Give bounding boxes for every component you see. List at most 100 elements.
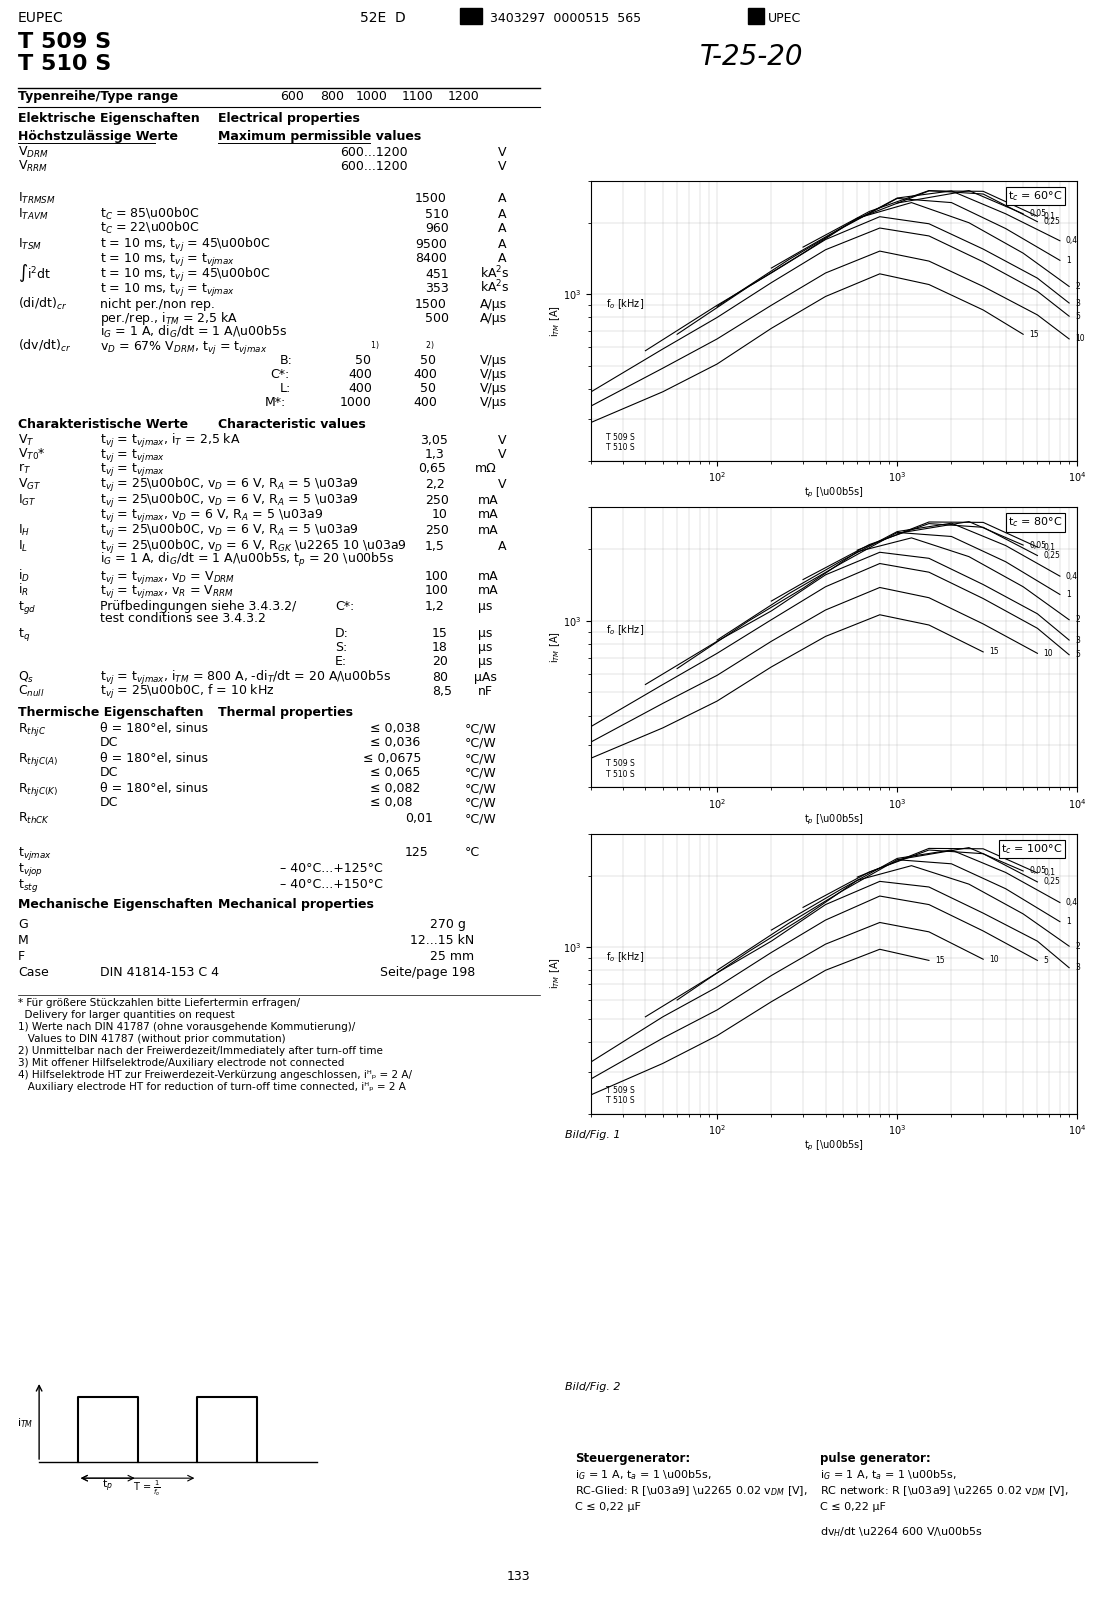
Text: mΩ: mΩ [475,462,497,475]
Text: (di/dt)$_{cr}$: (di/dt)$_{cr}$ [18,296,67,312]
Text: 1: 1 [1066,917,1071,926]
Text: 0,05: 0,05 [1029,210,1046,218]
Text: Seite/page 198: Seite/page 198 [380,966,475,979]
Text: 10: 10 [1075,334,1085,344]
Text: 250: 250 [425,525,449,538]
Text: mA: mA [478,509,498,522]
Text: i$_G$ = 1 A, t$_a$ = 1 \u00b5s,: i$_G$ = 1 A, t$_a$ = 1 \u00b5s, [820,1469,957,1482]
Text: T 510 S: T 510 S [18,54,112,74]
Text: θ = 180°el, sinus: θ = 180°el, sinus [99,722,208,734]
Text: Characteristic values: Characteristic values [218,418,366,430]
Text: 1,5: 1,5 [425,541,445,554]
Text: 50: 50 [420,382,436,395]
Text: 400: 400 [348,382,372,395]
Text: ≤ 0,08: ≤ 0,08 [370,795,412,810]
Text: V: V [498,478,506,491]
Text: C ≤ 0,22 µF: C ≤ 0,22 µF [575,1502,641,1512]
Text: t$_C$ = 85\u00b0C: t$_C$ = 85\u00b0C [99,206,199,222]
Text: Mechanical properties: Mechanical properties [218,898,373,910]
Text: M: M [18,934,29,947]
Text: * Für größere Stückzahlen bitte Liefertermin erfragen/: * Für größere Stückzahlen bitte Lieferte… [18,998,299,1008]
Text: t$_{vj op}$: t$_{vj op}$ [18,861,43,878]
Text: T 509 S: T 509 S [18,32,112,51]
Text: (dv/dt)$_{cr}$: (dv/dt)$_{cr}$ [18,338,71,354]
Text: i$_R$: i$_R$ [18,582,29,598]
Text: 15: 15 [989,648,999,656]
Text: $^{1)}$: $^{1)}$ [370,342,379,352]
Text: EUPEC: EUPEC [18,11,64,26]
Text: A: A [498,541,506,554]
Text: °C/W: °C/W [465,752,497,765]
Text: V$_{GT}$: V$_{GT}$ [18,477,41,493]
Text: t = 10 ms, t$_{vj}$ = 45\u00b0C: t = 10 ms, t$_{vj}$ = 45\u00b0C [99,237,271,254]
Text: µs: µs [478,654,493,669]
Text: 1000: 1000 [340,395,372,410]
Text: 500: 500 [425,312,449,325]
Text: Charakteristische Werte: Charakteristische Werte [18,418,188,430]
Text: t$_{vj max}$: t$_{vj max}$ [18,845,52,862]
Text: i$_G$ = 1 A, di$_G$/dt = 1 A/\u00b5s: i$_G$ = 1 A, di$_G$/dt = 1 A/\u00b5s [99,323,287,341]
Text: 1000: 1000 [356,90,388,102]
Text: t$_{vj}$ = t$_{vj max}$, i$_T$ = 2,5 kA: t$_{vj}$ = t$_{vj max}$, i$_T$ = 2,5 kA [99,432,241,450]
Text: t$_{vj}$ = t$_{vj max}$, v$_D$ = V$_{DRM}$: t$_{vj}$ = t$_{vj max}$, v$_D$ = V$_{DRM… [99,570,235,586]
Text: 15: 15 [432,627,448,640]
Text: ≤ 0,0675: ≤ 0,0675 [364,752,421,765]
Text: Steuergenerator:: Steuergenerator: [575,1453,691,1466]
Text: R$_{thjC(A)}$: R$_{thjC(A)}$ [18,750,59,768]
Text: Delivery for larger quantities on request: Delivery for larger quantities on reques… [18,1010,234,1021]
Text: V: V [498,448,506,461]
Text: 0,65: 0,65 [418,462,446,475]
Text: A/µs: A/µs [480,298,507,310]
Text: A/µs: A/µs [480,312,507,325]
Text: 2: 2 [1075,942,1080,950]
Text: 270 g: 270 g [430,918,466,931]
Text: 0,4: 0,4 [1066,898,1078,907]
Text: t$_{vj}$ = 25\u00b0C, v$_D$ = 6 V, R$_A$ = 5 \u03a9: t$_{vj}$ = 25\u00b0C, v$_D$ = 6 V, R$_A$… [99,522,359,541]
Text: 1,3: 1,3 [425,448,444,461]
Text: 0,1: 0,1 [1043,211,1055,221]
Text: mA: mA [478,525,498,538]
Text: 80: 80 [432,670,448,685]
Text: V: V [498,160,506,173]
Text: Auxiliary electrode HT for reduction of turn-off time connected, iᴴₚ = 2 A: Auxiliary electrode HT for reduction of … [18,1082,406,1091]
Text: t$_{vj}$ = t$_{vj max}$: t$_{vj}$ = t$_{vj max}$ [99,461,165,478]
Text: 400: 400 [413,395,436,410]
Text: Electrical properties: Electrical properties [218,112,360,125]
Text: V$_T$: V$_T$ [18,434,34,448]
Text: θ = 180°el, sinus: θ = 180°el, sinus [99,752,208,765]
Text: °C/W: °C/W [465,766,497,779]
Text: A: A [498,251,506,266]
Text: 0,25: 0,25 [1043,550,1061,560]
Text: 0,01: 0,01 [406,813,433,826]
Text: 353: 353 [425,282,449,294]
Text: mA: mA [478,494,498,507]
Text: 3: 3 [1075,299,1080,307]
Text: 1: 1 [1066,256,1071,266]
Text: µs: µs [478,642,493,654]
Text: 12...15 kN: 12...15 kN [410,934,474,947]
Text: t$_{vj}$ = t$_{vj max}$, i$_{TM}$ = 800 A, -di$_T$/dt = 20 A/\u00b5s: t$_{vj}$ = t$_{vj max}$, i$_{TM}$ = 800 … [99,669,391,686]
Text: 960: 960 [425,222,449,235]
Text: C*:: C*: [270,368,290,381]
Text: 50: 50 [420,354,436,366]
Text: Maximum permissible values: Maximum permissible values [218,130,421,142]
Text: 20: 20 [432,654,448,669]
Text: RC network: R [\u03a9] \u2265 0.02 v$_{DM}$ [V],: RC network: R [\u03a9] \u2265 0.02 v$_{D… [820,1485,1069,1498]
Text: R$_{thCK}$: R$_{thCK}$ [18,811,50,826]
Text: kA$^2$s: kA$^2$s [480,264,509,282]
Text: t$_{vj}$ = t$_{vj max}$, v$_D$ = 6 V, R$_A$ = 5 \u03a9: t$_{vj}$ = t$_{vj max}$, v$_D$ = 6 V, R$… [99,507,323,525]
Text: t$_{vj}$ = 25\u00b0C, f = 10 kHz: t$_{vj}$ = 25\u00b0C, f = 10 kHz [99,683,275,701]
Text: 250: 250 [425,494,449,507]
Text: ≤ 0,065: ≤ 0,065 [370,766,420,779]
Text: 600...1200: 600...1200 [340,160,408,173]
Text: Prüfbedingungen siehe 3.4.3.2/: Prüfbedingungen siehe 3.4.3.2/ [99,600,296,613]
Text: 400: 400 [413,368,436,381]
Y-axis label: i$_{TM}$ [A]: i$_{TM}$ [A] [548,306,561,336]
Text: V: V [498,146,506,158]
Text: 15: 15 [1029,330,1039,339]
Text: Mechanische Eigenschaften: Mechanische Eigenschaften [18,898,213,910]
Text: 9500: 9500 [415,238,446,251]
Text: A: A [498,192,506,205]
Text: Höchstzulässige Werte: Höchstzulässige Werte [18,130,178,142]
Text: $^{2)}$: $^{2)}$ [425,342,434,352]
